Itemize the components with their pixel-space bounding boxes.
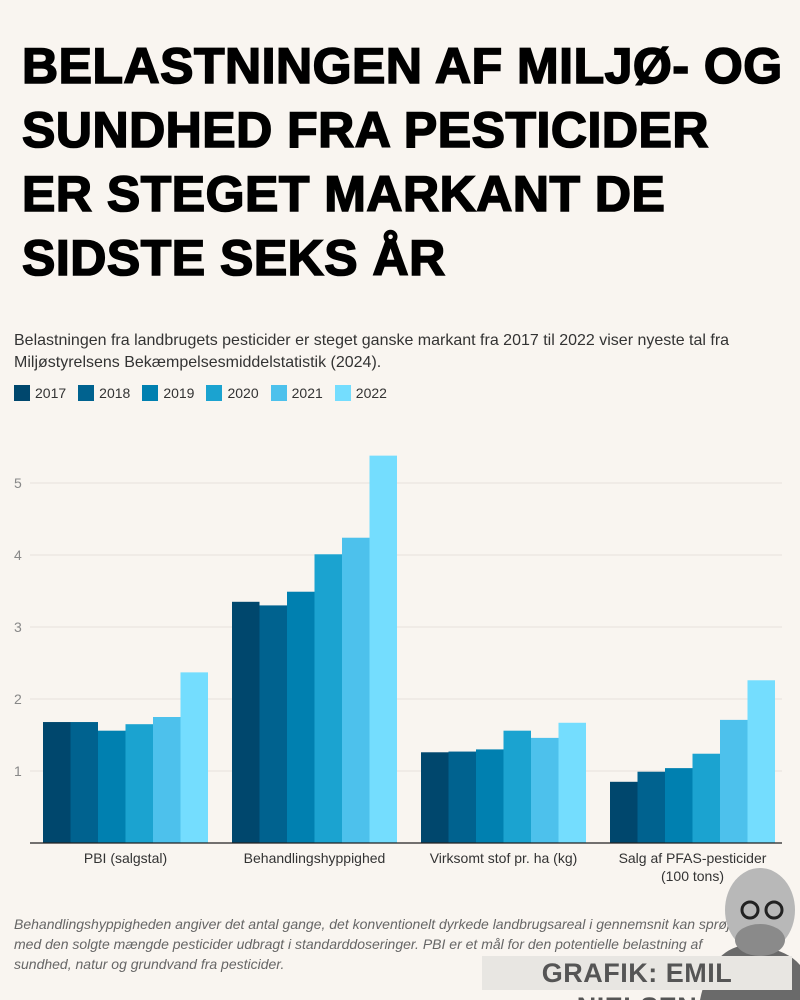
- legend-item-2020: 2020: [206, 385, 259, 401]
- bar-2018: [637, 771, 665, 843]
- legend-item-2018: 2018: [78, 385, 130, 401]
- bar-2020: [125, 724, 153, 843]
- bar-2017: [421, 752, 449, 843]
- bar-2022: [747, 680, 775, 843]
- y-tick-label: 1: [14, 763, 22, 779]
- bar-2018: [448, 751, 476, 843]
- legend-swatch: [206, 385, 223, 401]
- bar-2017: [610, 781, 638, 843]
- legend-label: 2018: [99, 385, 131, 401]
- bar-2021: [720, 719, 748, 843]
- bar-2021: [153, 717, 181, 843]
- credit-label: GRAFIK: EMIL NIELSEN: [482, 956, 792, 1000]
- bar-2019: [287, 591, 315, 843]
- legend-swatch: [142, 385, 159, 401]
- x-tick-label: Salg af PFAS-pesticider (100 tons): [619, 850, 767, 884]
- legend-label: 2020: [227, 385, 259, 401]
- chart-legend: 2017 2018 2019 2020 2021 2022: [14, 385, 387, 401]
- bar-2022: [558, 722, 586, 843]
- legend-label: 2017: [35, 385, 67, 401]
- bar-2021: [531, 737, 559, 843]
- bar-2020: [503, 730, 531, 843]
- y-tick-label: 2: [14, 691, 22, 707]
- bar-2020: [314, 554, 342, 843]
- y-tick-label: 3: [14, 619, 22, 635]
- bar-2018: [70, 722, 98, 843]
- bar-2022: [369, 455, 397, 843]
- bar-2022: [180, 672, 208, 843]
- bar-2017: [43, 722, 71, 843]
- legend-swatch: [334, 385, 351, 401]
- legend-swatch: [270, 385, 287, 401]
- footnote: Behandlingshyppigheden angiver det antal…: [14, 916, 749, 972]
- bar-2020: [692, 753, 720, 843]
- y-tick-label: 4: [14, 547, 22, 563]
- bar-2019: [476, 749, 504, 843]
- legend-label: 2019: [163, 385, 195, 401]
- bar-2019: [98, 730, 126, 843]
- chart-subtitle: Belastningen fra landbrugets pesticider …: [14, 332, 730, 371]
- bar-2019: [665, 768, 693, 843]
- bar-2018: [259, 605, 287, 843]
- legend-label: 2021: [291, 385, 323, 401]
- y-tick-label: 5: [14, 475, 22, 491]
- bar-2017: [232, 601, 260, 843]
- legend-label: 2022: [355, 385, 387, 401]
- legend-swatch: [14, 385, 30, 401]
- page-title: BELASTNINGEN AF MILJØ- OG SUNDHED FRA PE…: [21, 37, 783, 287]
- x-tick-label: Virksomt stof pr. ha (kg): [430, 850, 578, 866]
- legend-item-2017: 2017: [14, 385, 66, 401]
- bar-chart: 1 2 3 4 5 PBI (salgstal) Behandlingshyppighed V…: [14, 455, 782, 884]
- bar-2021: [342, 537, 370, 843]
- x-tick-label: Behandlingshyppighed: [244, 850, 386, 866]
- legend-item-2021: 2021: [270, 385, 323, 401]
- legend-item-2019: 2019: [142, 385, 194, 401]
- legend-swatch: [78, 385, 95, 401]
- legend-item-2022: 2022: [334, 385, 387, 401]
- x-tick-label: PBI (salgstal): [84, 850, 167, 866]
